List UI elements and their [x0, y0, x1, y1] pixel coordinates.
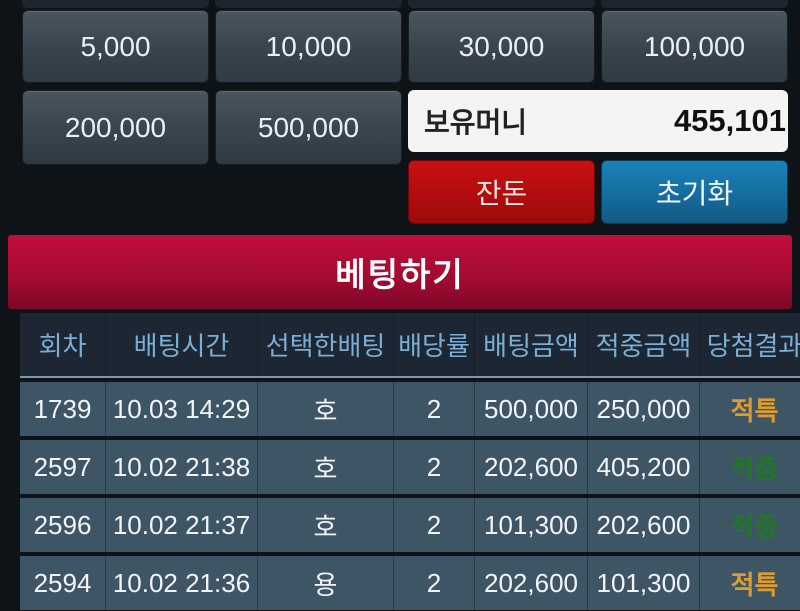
cutoff-button	[22, 0, 209, 8]
amount-button-200000[interactable]: 200,000	[22, 90, 209, 165]
bet-amount-cell: 101,300	[474, 498, 587, 552]
amount-button-row-1: 5,000 10,000 30,000 100,000	[0, 10, 788, 83]
result-cell: 적중	[699, 498, 800, 552]
header-odds: 배당률	[393, 313, 474, 376]
bet-amount-cell: 202,600	[474, 556, 587, 610]
odds-cell: 2	[393, 382, 474, 436]
amount-button-row-2: 200,000 500,000 보유머니 455,101 잔돈 초기화	[0, 90, 788, 224]
wallet-balance-field: 보유머니 455,101	[408, 90, 788, 152]
selected-bet-cell: 호	[257, 440, 393, 494]
table-row: 2596 10.02 21:37 호 2 101,300 202,600 적중	[20, 498, 800, 552]
reset-button[interactable]: 초기화	[601, 160, 788, 224]
round-cell: 2597	[33, 451, 92, 482]
place-bet-button[interactable]: 베팅하기	[8, 235, 792, 309]
table-row: 2597 10.02 21:38 호 2 202,600 405,200 적중	[20, 440, 800, 494]
table-row: 1739 10.03 14:29 호 2 500,000 250,000 적특	[20, 382, 800, 436]
bet-time-cell: 10.03 14:29	[105, 382, 257, 436]
round-cell: 1739	[33, 393, 92, 424]
win-amount-cell: 202,600	[587, 498, 699, 552]
header-bet-amount: 배팅금액	[474, 313, 587, 376]
header-bet-time: 배팅시간	[105, 313, 257, 376]
table-row: 2594 10.02 21:36 용 2 202,600 101,300 적특	[20, 556, 800, 610]
cutoff-button	[601, 0, 788, 8]
bet-amount-cell: 202,600	[474, 440, 587, 494]
amount-button-5000[interactable]: 5,000	[22, 10, 209, 83]
result-cell: 적중	[699, 440, 800, 494]
header-win-amount: 적중금액	[587, 313, 699, 376]
wallet-panel: 보유머니 455,101 잔돈 초기화	[408, 90, 788, 224]
header-selected-bet: 선택한배팅	[257, 313, 393, 376]
amount-button-100000[interactable]: 100,000	[601, 10, 788, 83]
win-amount-cell: 250,000	[587, 382, 699, 436]
win-amount-cell: 101,300	[587, 556, 699, 610]
header-round: 회차	[38, 331, 87, 361]
bet-history-table: 회차 배팅시간 선택한배팅 배당률 배팅금액 적중금액 당첨결과 1739 10…	[20, 313, 800, 610]
odds-cell: 2	[393, 498, 474, 552]
wallet-actions: 잔돈 초기화	[408, 160, 788, 224]
round-cell: 2596	[33, 509, 92, 540]
cutoff-button	[408, 0, 595, 8]
bet-amount-cell: 500,000	[474, 382, 587, 436]
amount-button-500000[interactable]: 500,000	[215, 90, 402, 165]
result-cell: 적특	[699, 382, 800, 436]
wallet-balance-value: 455,101	[673, 103, 786, 138]
header-result: 당첨결과	[699, 313, 800, 376]
cutoff-button	[215, 0, 402, 8]
result-cell: 적특	[699, 556, 800, 610]
wallet-label: 보유머니	[424, 107, 528, 138]
cutoff-button-row	[0, 0, 788, 8]
odds-cell: 2	[393, 556, 474, 610]
bet-time-cell: 10.02 21:37	[105, 498, 257, 552]
selected-bet-cell: 호	[257, 498, 393, 552]
amount-button-10000[interactable]: 10,000	[215, 10, 402, 83]
bet-time-cell: 10.02 21:38	[105, 440, 257, 494]
odds-cell: 2	[393, 440, 474, 494]
amount-button-30000[interactable]: 30,000	[408, 10, 595, 83]
round-cell: 2594	[33, 567, 92, 598]
selected-bet-cell: 용	[257, 556, 393, 610]
selected-bet-cell: 호	[257, 382, 393, 436]
win-amount-cell: 405,200	[587, 440, 699, 494]
bet-time-cell: 10.02 21:36	[105, 556, 257, 610]
table-header-row: 회차 배팅시간 선택한배팅 배당률 배팅금액 적중금액 당첨결과	[20, 313, 800, 378]
change-button[interactable]: 잔돈	[408, 160, 595, 224]
